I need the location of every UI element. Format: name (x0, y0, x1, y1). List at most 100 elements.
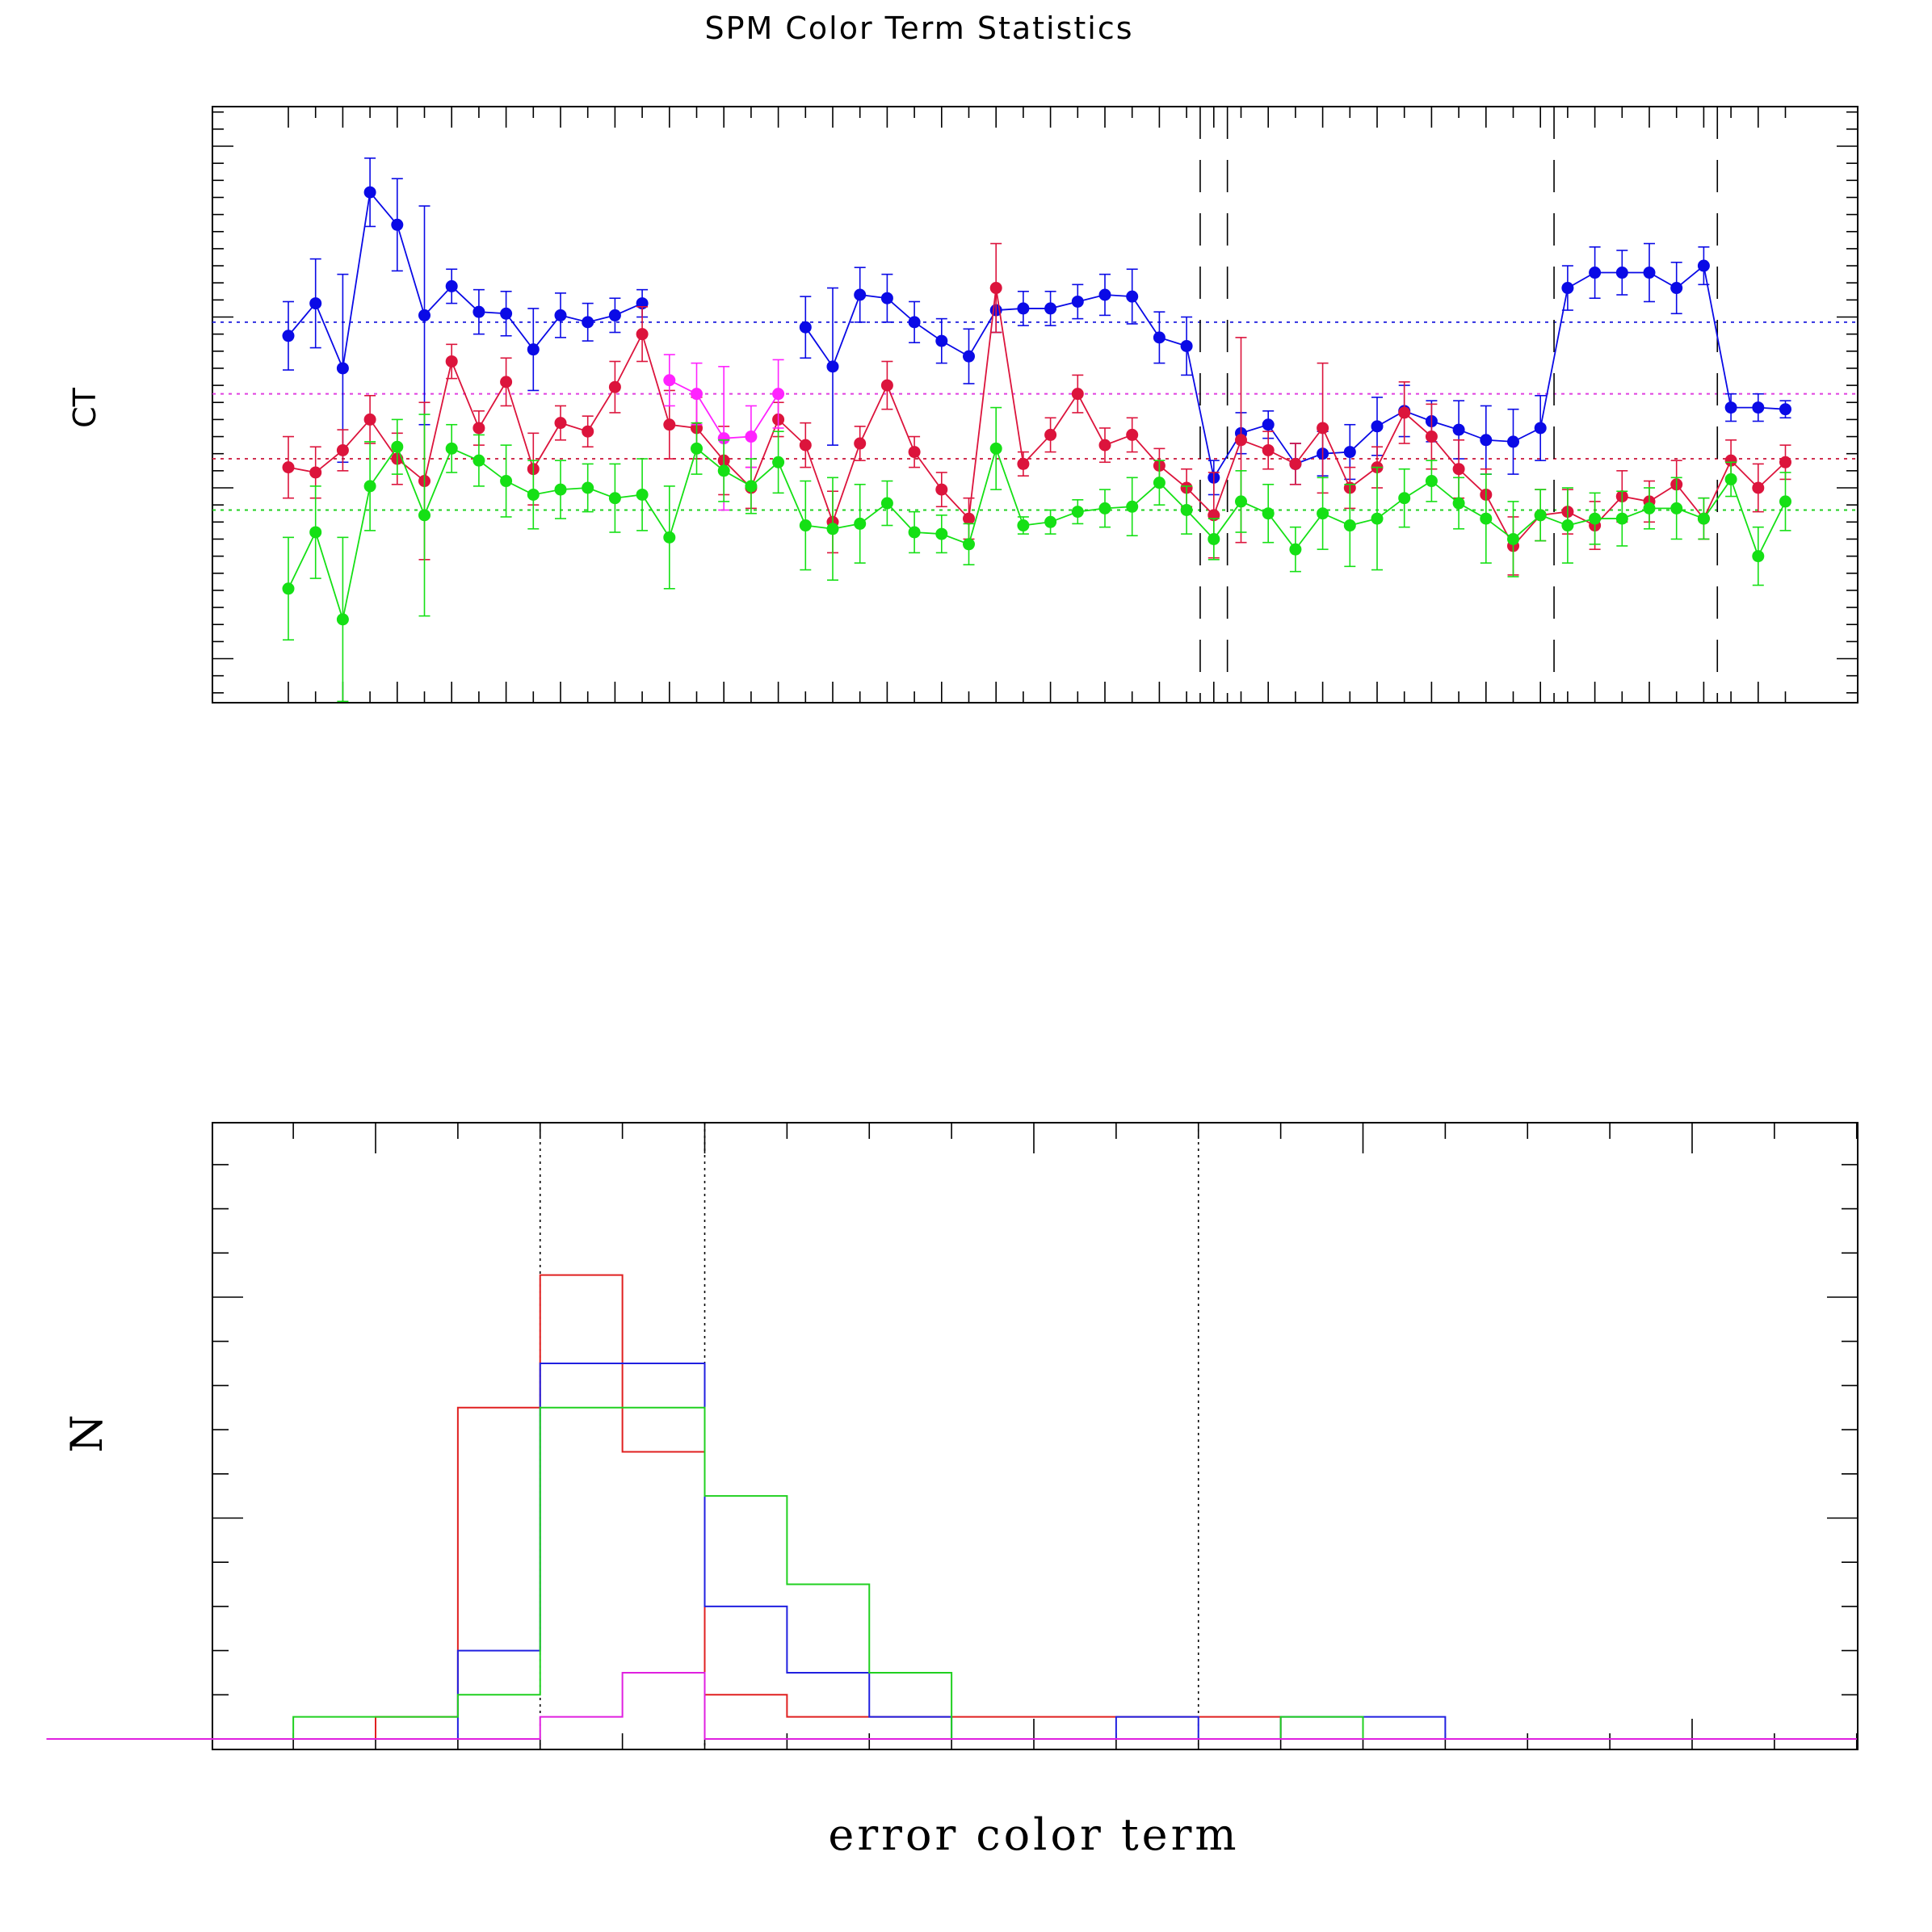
series-line (288, 288, 1787, 548)
data-point (826, 523, 839, 536)
data-point (1507, 435, 1519, 448)
data-point (1561, 282, 1574, 295)
data-point (908, 316, 921, 329)
data-point (1071, 506, 1084, 519)
data-point (336, 362, 349, 375)
bottom-x-axis-label: error color term (828, 1809, 1239, 1860)
data-point (1724, 454, 1737, 467)
data-point (1235, 495, 1247, 508)
data-point (309, 466, 322, 479)
data-point (608, 380, 621, 393)
data-point (391, 218, 404, 231)
data-point (1044, 428, 1057, 441)
data-point (418, 309, 430, 321)
data-point (472, 454, 485, 467)
data-point (282, 330, 295, 342)
data-point (799, 519, 812, 532)
data-point (1398, 406, 1411, 419)
data-point (772, 388, 785, 401)
data-point (582, 425, 594, 438)
data-point (1289, 457, 1302, 470)
data-point (1724, 401, 1737, 414)
data-point (1615, 512, 1628, 525)
data-point (880, 497, 893, 510)
data-point (1126, 500, 1139, 513)
data-point (1480, 434, 1493, 447)
data-point (663, 418, 676, 431)
data-point (799, 321, 812, 334)
data-point (1262, 443, 1275, 456)
data-point (363, 413, 376, 426)
data-point (1697, 512, 1710, 525)
color-term-time-series: CT (67, 106, 1858, 704)
data-point (282, 461, 295, 474)
data-point (1779, 456, 1791, 468)
data-point (963, 350, 975, 363)
data-point (1670, 502, 1683, 514)
data-point (1017, 457, 1030, 470)
data-point (1153, 477, 1166, 489)
data-point (908, 526, 921, 539)
data-point (309, 526, 322, 539)
data-point (1752, 401, 1765, 414)
data-point (799, 439, 812, 452)
data-point (935, 527, 948, 540)
data-point (1670, 282, 1683, 295)
data-point (500, 475, 513, 488)
data-point (1615, 267, 1628, 279)
data-point (717, 464, 730, 477)
data-point (880, 292, 893, 304)
data-point (1452, 423, 1465, 436)
data-point (554, 417, 567, 430)
data-point (745, 480, 758, 493)
data-point (336, 613, 349, 626)
data-point (691, 442, 703, 455)
data-point (1643, 502, 1656, 514)
data-point (1017, 302, 1030, 315)
data-point (908, 446, 921, 459)
data-point (745, 430, 758, 443)
data-point (418, 509, 430, 522)
top-plot-frame (212, 106, 1858, 704)
data-point (500, 307, 513, 320)
data-point (963, 512, 975, 525)
data-point (445, 442, 458, 455)
data-point (772, 456, 785, 468)
data-point (1044, 515, 1057, 528)
data-point (854, 288, 867, 301)
data-point (1697, 259, 1710, 272)
data-point (1534, 509, 1547, 522)
top-y-axis-label: CT (67, 387, 103, 428)
data-point (1343, 519, 1356, 532)
data-point (282, 582, 295, 595)
bottom-y-axis-label: N (61, 1414, 112, 1452)
data-point (1534, 422, 1547, 435)
data-point (472, 422, 485, 435)
data-point (935, 334, 948, 347)
data-point (963, 538, 975, 551)
data-point (1398, 492, 1411, 505)
data-point (1589, 267, 1602, 279)
data-point (500, 376, 513, 388)
data-point (554, 483, 567, 496)
bottom-plot-frame (212, 1122, 1858, 1750)
data-point (1425, 430, 1438, 443)
data-point (636, 488, 649, 501)
data-point (1071, 388, 1084, 401)
data-point (1208, 532, 1220, 545)
data-point (1643, 267, 1656, 279)
data-point (445, 279, 458, 292)
data-point (527, 488, 540, 501)
data-point (608, 492, 621, 505)
series-line (288, 191, 643, 372)
data-point (1779, 403, 1791, 416)
data-point (1343, 446, 1356, 459)
data-point (989, 282, 1002, 295)
data-point (854, 437, 867, 450)
data-point (826, 360, 839, 373)
data-point (363, 480, 376, 493)
data-point (1289, 543, 1302, 556)
data-point (582, 481, 594, 494)
data-point (1180, 339, 1193, 352)
data-point (445, 355, 458, 368)
